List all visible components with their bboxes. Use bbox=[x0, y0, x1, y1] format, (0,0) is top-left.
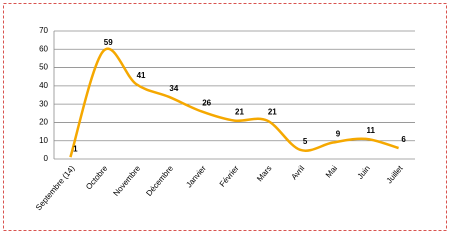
data-label: 1 bbox=[73, 144, 78, 153]
y-tick-label: 70 bbox=[39, 26, 48, 35]
data-label: 59 bbox=[104, 38, 113, 47]
data-label: 34 bbox=[169, 84, 178, 93]
data-label: 26 bbox=[202, 99, 211, 108]
y-tick-label: 40 bbox=[39, 81, 48, 90]
data-label: 21 bbox=[235, 108, 244, 117]
data-label: 5 bbox=[303, 137, 308, 146]
y-tick-label: 30 bbox=[39, 99, 48, 108]
y-tick-label: 50 bbox=[39, 63, 48, 72]
y-tick-label: 60 bbox=[39, 44, 48, 53]
data-label: 9 bbox=[336, 130, 341, 139]
y-tick-label: 20 bbox=[39, 118, 48, 127]
data-label: 21 bbox=[268, 108, 277, 117]
data-line bbox=[69, 47, 399, 158]
data-label: 11 bbox=[367, 126, 376, 135]
y-tick-label: 10 bbox=[39, 136, 48, 145]
data-label: 6 bbox=[401, 135, 406, 144]
y-tick-label: 0 bbox=[44, 154, 49, 163]
chart-frame bbox=[3, 3, 447, 231]
data-label: 41 bbox=[137, 71, 146, 80]
